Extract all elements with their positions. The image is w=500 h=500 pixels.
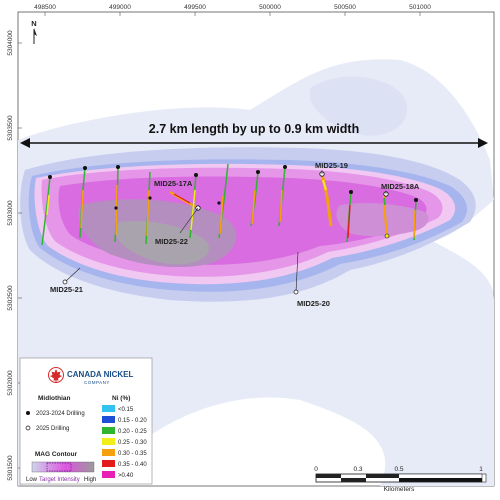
ni-swatch xyxy=(102,416,115,423)
y-tick-label: 5303000 xyxy=(7,200,14,226)
legend-ni-title: Ni (%) xyxy=(112,395,130,402)
scale-tick-label: 0.3 xyxy=(353,466,362,473)
drill-hole xyxy=(319,171,333,227)
ni-class-label: <0.15 xyxy=(118,407,134,413)
mag-high-label: High xyxy=(84,477,96,483)
north-label: N xyxy=(31,19,36,28)
legend-drill-2023: 2023-2024 Drilling xyxy=(36,411,85,417)
logo-sub: COMPANY xyxy=(84,380,110,385)
ni-swatches xyxy=(102,405,115,478)
scale-tick-label: 1 xyxy=(479,466,483,473)
x-tick-label: 500000 xyxy=(259,4,281,11)
ni-swatch xyxy=(102,427,115,434)
drill-hole xyxy=(382,194,390,239)
scale-tick-label: 0.5 xyxy=(394,466,403,473)
drill-2025-symbol xyxy=(25,425,31,431)
y-tick-label: 5302500 xyxy=(7,285,14,311)
scale-tick-label: 0 xyxy=(314,466,318,473)
hole-label: MID25-18A xyxy=(381,182,420,191)
drill-holes xyxy=(41,163,418,246)
x-tick-label: 501000 xyxy=(409,4,431,11)
mag-gradient-bar xyxy=(31,461,95,473)
y-tick-label: 5304000 xyxy=(7,30,14,56)
legend-panel: CANADA NICKEL COMPANY Midlothian Ni (%) … xyxy=(19,357,153,485)
scale-bar xyxy=(315,473,487,483)
dimension-arrow xyxy=(20,138,488,148)
drill-hole xyxy=(189,173,198,239)
hole-label: MID25-19 xyxy=(315,161,348,170)
drill-hole xyxy=(114,165,120,243)
ni-swatch xyxy=(102,471,115,478)
drill-2023-symbol xyxy=(26,411,30,415)
drill-hole xyxy=(145,171,152,245)
logo-name: CANADA NICKEL xyxy=(67,370,133,379)
y-tick-label: 5303500 xyxy=(7,115,14,141)
mag-contour-east-core xyxy=(336,202,429,237)
ni-class-label: 0.35 - 0.40 xyxy=(118,462,147,468)
coordinate-ticks xyxy=(18,12,421,469)
y-tick-label: 5301500 xyxy=(7,455,14,481)
maple-leaf-icon xyxy=(48,367,64,383)
x-tick-label: 500500 xyxy=(334,4,356,11)
dimension-label: 2.7 km length by up to 0.9 km width xyxy=(149,122,359,136)
hole-label: MID25-20 xyxy=(297,299,330,308)
drill-hole xyxy=(217,163,229,239)
drill-hole xyxy=(278,165,287,227)
x-tick-label: 499000 xyxy=(109,4,131,11)
drill-collar-2025 xyxy=(293,289,299,295)
hole-label: MID25-17A xyxy=(154,179,193,188)
ni-swatch xyxy=(102,449,115,456)
drill-collar-2025 xyxy=(62,279,68,285)
drill-hole xyxy=(413,198,418,241)
mag-low-label: Low xyxy=(26,477,38,483)
drill-hole xyxy=(79,166,87,239)
north-arrow-icon: N xyxy=(31,19,37,44)
legend-drill-2025: 2025 Drilling xyxy=(36,426,69,432)
hole-leader-lines xyxy=(64,170,387,293)
ni-swatch xyxy=(102,438,115,445)
drill-hole xyxy=(250,170,260,227)
mag-contour-title: MAG Contour xyxy=(35,451,78,458)
ni-class-label: 0.30 - 0.35 xyxy=(118,451,147,457)
ni-class-label: >0.40 xyxy=(118,473,134,479)
ni-class-label: 0.20 - 0.25 xyxy=(118,429,147,435)
drill-hole xyxy=(41,175,52,246)
mag-contour-light xyxy=(310,76,408,136)
hole-label: MID25-22 xyxy=(155,237,188,246)
x-tick-label: 499500 xyxy=(184,4,206,11)
hole-label: MID25-21 xyxy=(50,285,83,294)
ni-swatch xyxy=(102,460,115,467)
y-tick-label: 5302000 xyxy=(7,370,14,396)
ni-class-label: 0.15 - 0.20 xyxy=(118,418,147,424)
mag-target-box xyxy=(46,462,72,472)
ni-class-label: 0.25 - 0.30 xyxy=(118,440,147,446)
mag-contour-peak xyxy=(114,220,209,265)
scale-unit-label: Kilometers xyxy=(384,486,415,493)
ni-swatch xyxy=(102,405,115,412)
legend-project-title: Midlothian xyxy=(38,395,71,402)
x-tick-label: 498500 xyxy=(34,4,56,11)
drill-hole xyxy=(346,190,353,243)
mag-target-label: Target Intensity xyxy=(39,477,80,483)
